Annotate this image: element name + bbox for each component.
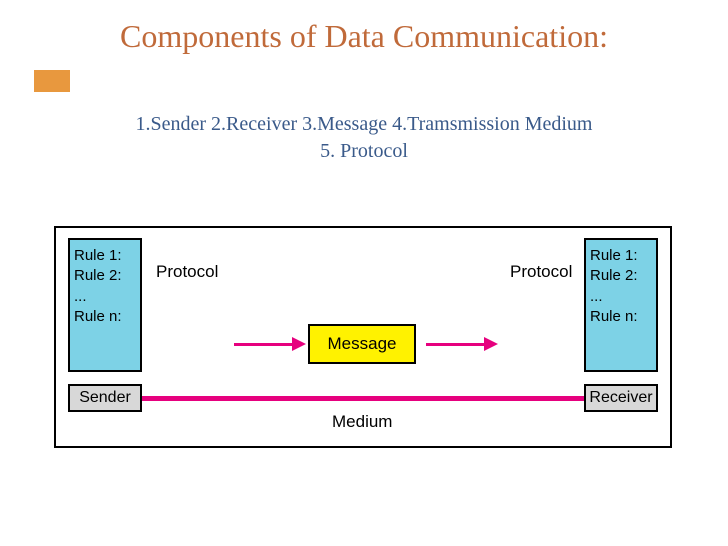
protocol-label-left: Protocol — [156, 262, 218, 282]
rule-line: ... — [74, 287, 136, 307]
sender-box: Sender — [68, 384, 142, 412]
arrow-line — [426, 343, 484, 346]
medium-label: Medium — [332, 412, 392, 432]
title-text: Components of Data Communication: — [120, 18, 608, 54]
message-box: Message — [308, 324, 416, 364]
subtitle-line2: 5. Protocol — [0, 138, 728, 165]
slide-title: Components of Data Communication: — [0, 0, 728, 55]
rule-line: ... — [590, 287, 652, 307]
rule-line: Rule n: — [74, 307, 136, 327]
rule-line: Rule 1: — [590, 246, 652, 266]
accent-bar — [34, 70, 70, 92]
protocol-label-right: Protocol — [510, 262, 572, 282]
rule-line: Rule 1: — [74, 246, 136, 266]
subtitle-line1: 1.Sender 2.Receiver 3.Message 4.Tramsmis… — [0, 111, 728, 138]
rule-line: Rule n: — [590, 307, 652, 327]
rule-line: Rule 2: — [590, 266, 652, 286]
medium-line — [142, 396, 584, 401]
protocol-box-left: Rule 1: Rule 2: ... Rule n: — [68, 238, 142, 372]
arrow-head-icon — [484, 337, 498, 351]
protocol-box-right: Rule 1: Rule 2: ... Rule n: — [584, 238, 658, 372]
arrow-head-icon — [292, 337, 306, 351]
rule-line: Rule 2: — [74, 266, 136, 286]
arrow-line — [234, 343, 292, 346]
diagram-container: Rule 1: Rule 2: ... Rule n: Rule 1: Rule… — [54, 226, 672, 448]
slide-subtitle: 1.Sender 2.Receiver 3.Message 4.Tramsmis… — [0, 111, 728, 165]
receiver-box: Receiver — [584, 384, 658, 412]
